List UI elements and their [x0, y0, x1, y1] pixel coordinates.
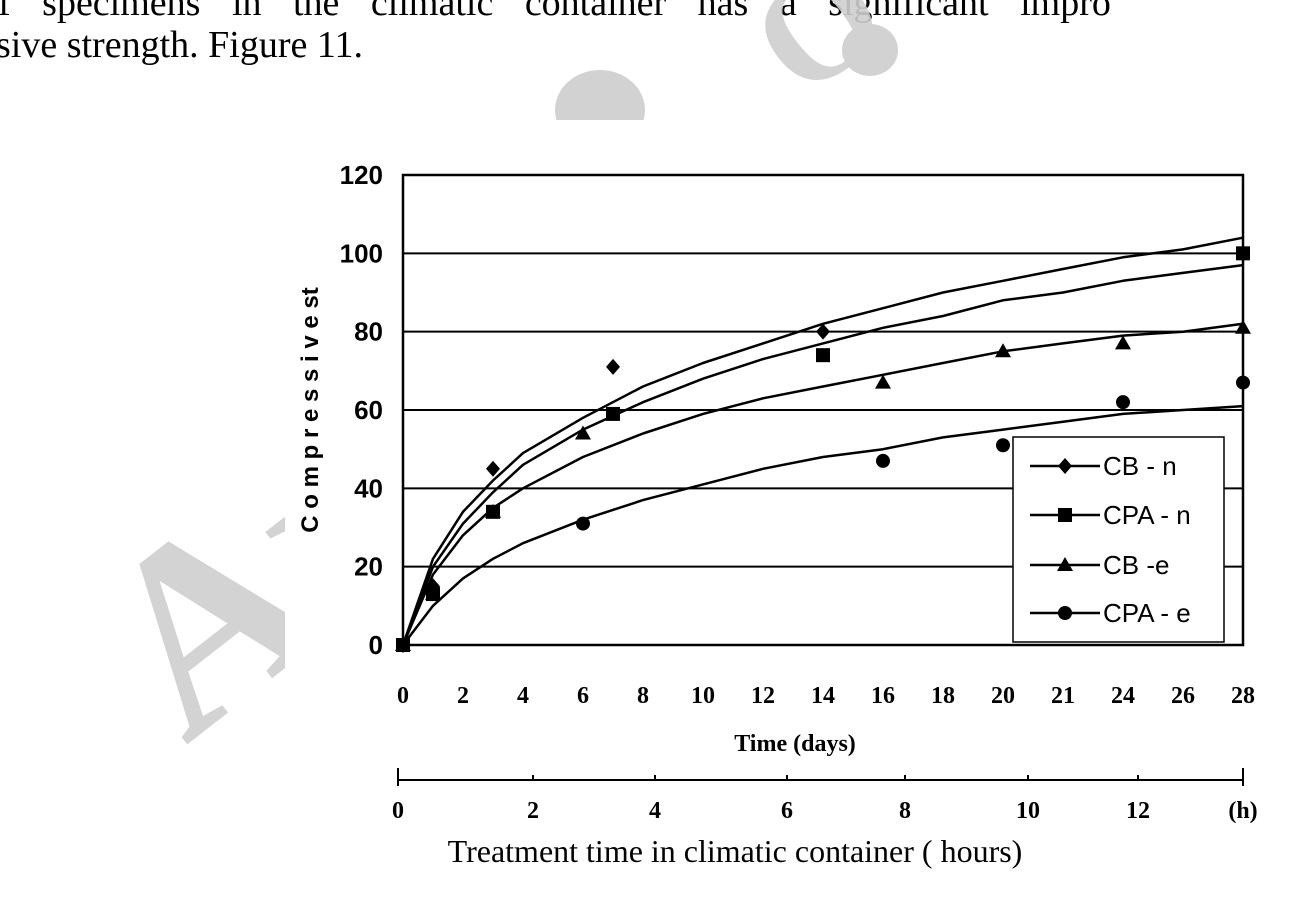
data-point-triangle — [995, 343, 1011, 358]
y-tick-label: 20 — [354, 552, 383, 582]
x-axis-label: Time (days) — [734, 731, 856, 757]
paragraph-line-2: sive strength. Figure 11. — [0, 24, 363, 66]
legend-box — [1012, 436, 1225, 643]
x-tick-label: 8 — [637, 683, 649, 709]
x-tick-label: 12 — [751, 683, 775, 709]
x-tick-label: 2 — [457, 683, 469, 709]
x-tick-label: 16 — [871, 683, 895, 709]
fit-curve-circle — [402, 404, 1244, 646]
legend-label: CB - n — [1103, 451, 1177, 481]
data-point-diamond — [606, 358, 620, 375]
data-point-triangle — [485, 503, 501, 518]
x2-tick-label: 4 — [649, 798, 661, 824]
x2-tick-label: 8 — [899, 798, 911, 824]
paragraph-line-1: f specimens in the climatic container ha… — [0, 0, 1111, 24]
secondary-x-axis-label: Treatment time in climatic container ( h… — [448, 833, 1023, 869]
x-tick-label: 28 — [1231, 683, 1255, 709]
y-tick-label: 80 — [354, 317, 383, 347]
data-point-triangle — [1115, 335, 1131, 350]
data-point-circle — [396, 638, 410, 652]
data-point-circle — [1236, 375, 1250, 390]
legend-marker-triangle — [1057, 557, 1073, 571]
x2-tick-label: 10 — [1016, 798, 1040, 824]
chart-legend: CB - n CPA - n CB -e CPA - e — [1012, 436, 1225, 643]
data-point-circle — [426, 587, 440, 602]
x2-tick-label: 0 — [392, 798, 404, 824]
x2-tick-label: 6 — [781, 798, 793, 824]
x-tick-label: 0 — [397, 683, 409, 709]
x2-tick-label: 2 — [527, 798, 539, 824]
legend-label: CPA - n — [1103, 500, 1191, 530]
legend-label: CB -e — [1103, 550, 1169, 580]
y-tick-labels: 0 20 40 60 80 100 120 — [340, 160, 383, 660]
legend-marker-circle — [1058, 606, 1072, 620]
x2-tick-label: 12 — [1126, 798, 1150, 824]
y-tick-label: 40 — [354, 473, 383, 503]
x-tick-label: 24 — [1111, 683, 1135, 709]
x-tick-label: 14 — [811, 683, 835, 709]
plot-frame — [401, 173, 1245, 647]
y-tick-label: 0 — [369, 630, 383, 660]
data-point-circle — [996, 438, 1010, 453]
y-tick-label: 60 — [354, 395, 383, 425]
data-point-triangle — [575, 425, 591, 440]
data-point-circle — [876, 453, 890, 468]
x-tick-label: 10 — [691, 683, 715, 709]
fit-curve-diamond — [401, 236, 1244, 646]
x-tick-label: 21 — [1051, 683, 1075, 709]
data-point-circle — [1236, 246, 1250, 261]
fit-curves — [401, 236, 1244, 646]
watermark-dot — [842, 24, 898, 76]
data-point-triangle — [1235, 319, 1251, 334]
x-tick-label: 6 — [577, 683, 589, 709]
y-tick-label: 100 — [340, 238, 383, 268]
x2-tick-label: (h) — [1228, 798, 1257, 824]
data-point-square — [816, 348, 830, 363]
legend-label: CPA - e — [1103, 598, 1191, 628]
x-tick-label: 20 — [991, 683, 1015, 709]
y-tick-label: 120 — [340, 160, 383, 190]
x-tick-label: 4 — [517, 683, 529, 709]
data-point-diamond — [816, 323, 830, 340]
x-tick-labels: 0 2 4 6 8 10 12 14 16 18 20 21 24 26 28 — [397, 683, 1255, 709]
data-point-square — [606, 406, 620, 421]
secondary-x-tick-labels: 0 2 4 6 8 10 12 (h) — [392, 768, 1258, 824]
x-tick-label: 26 — [1171, 683, 1195, 709]
data-point-triangle — [875, 374, 891, 389]
x-tick-label: 18 — [931, 683, 955, 709]
fit-curve-triangle — [401, 322, 1244, 646]
legend-marker-square — [1058, 508, 1072, 522]
data-point-circle — [576, 516, 590, 531]
data-point-circle — [1116, 395, 1130, 410]
data-points — [395, 245, 1251, 653]
data-point-diamond — [486, 460, 500, 477]
fit-curve-square — [401, 263, 1244, 646]
y-axis-label: C o m p r e s s i v e st — [297, 287, 324, 532]
legend-marker-diamond — [1058, 458, 1072, 474]
